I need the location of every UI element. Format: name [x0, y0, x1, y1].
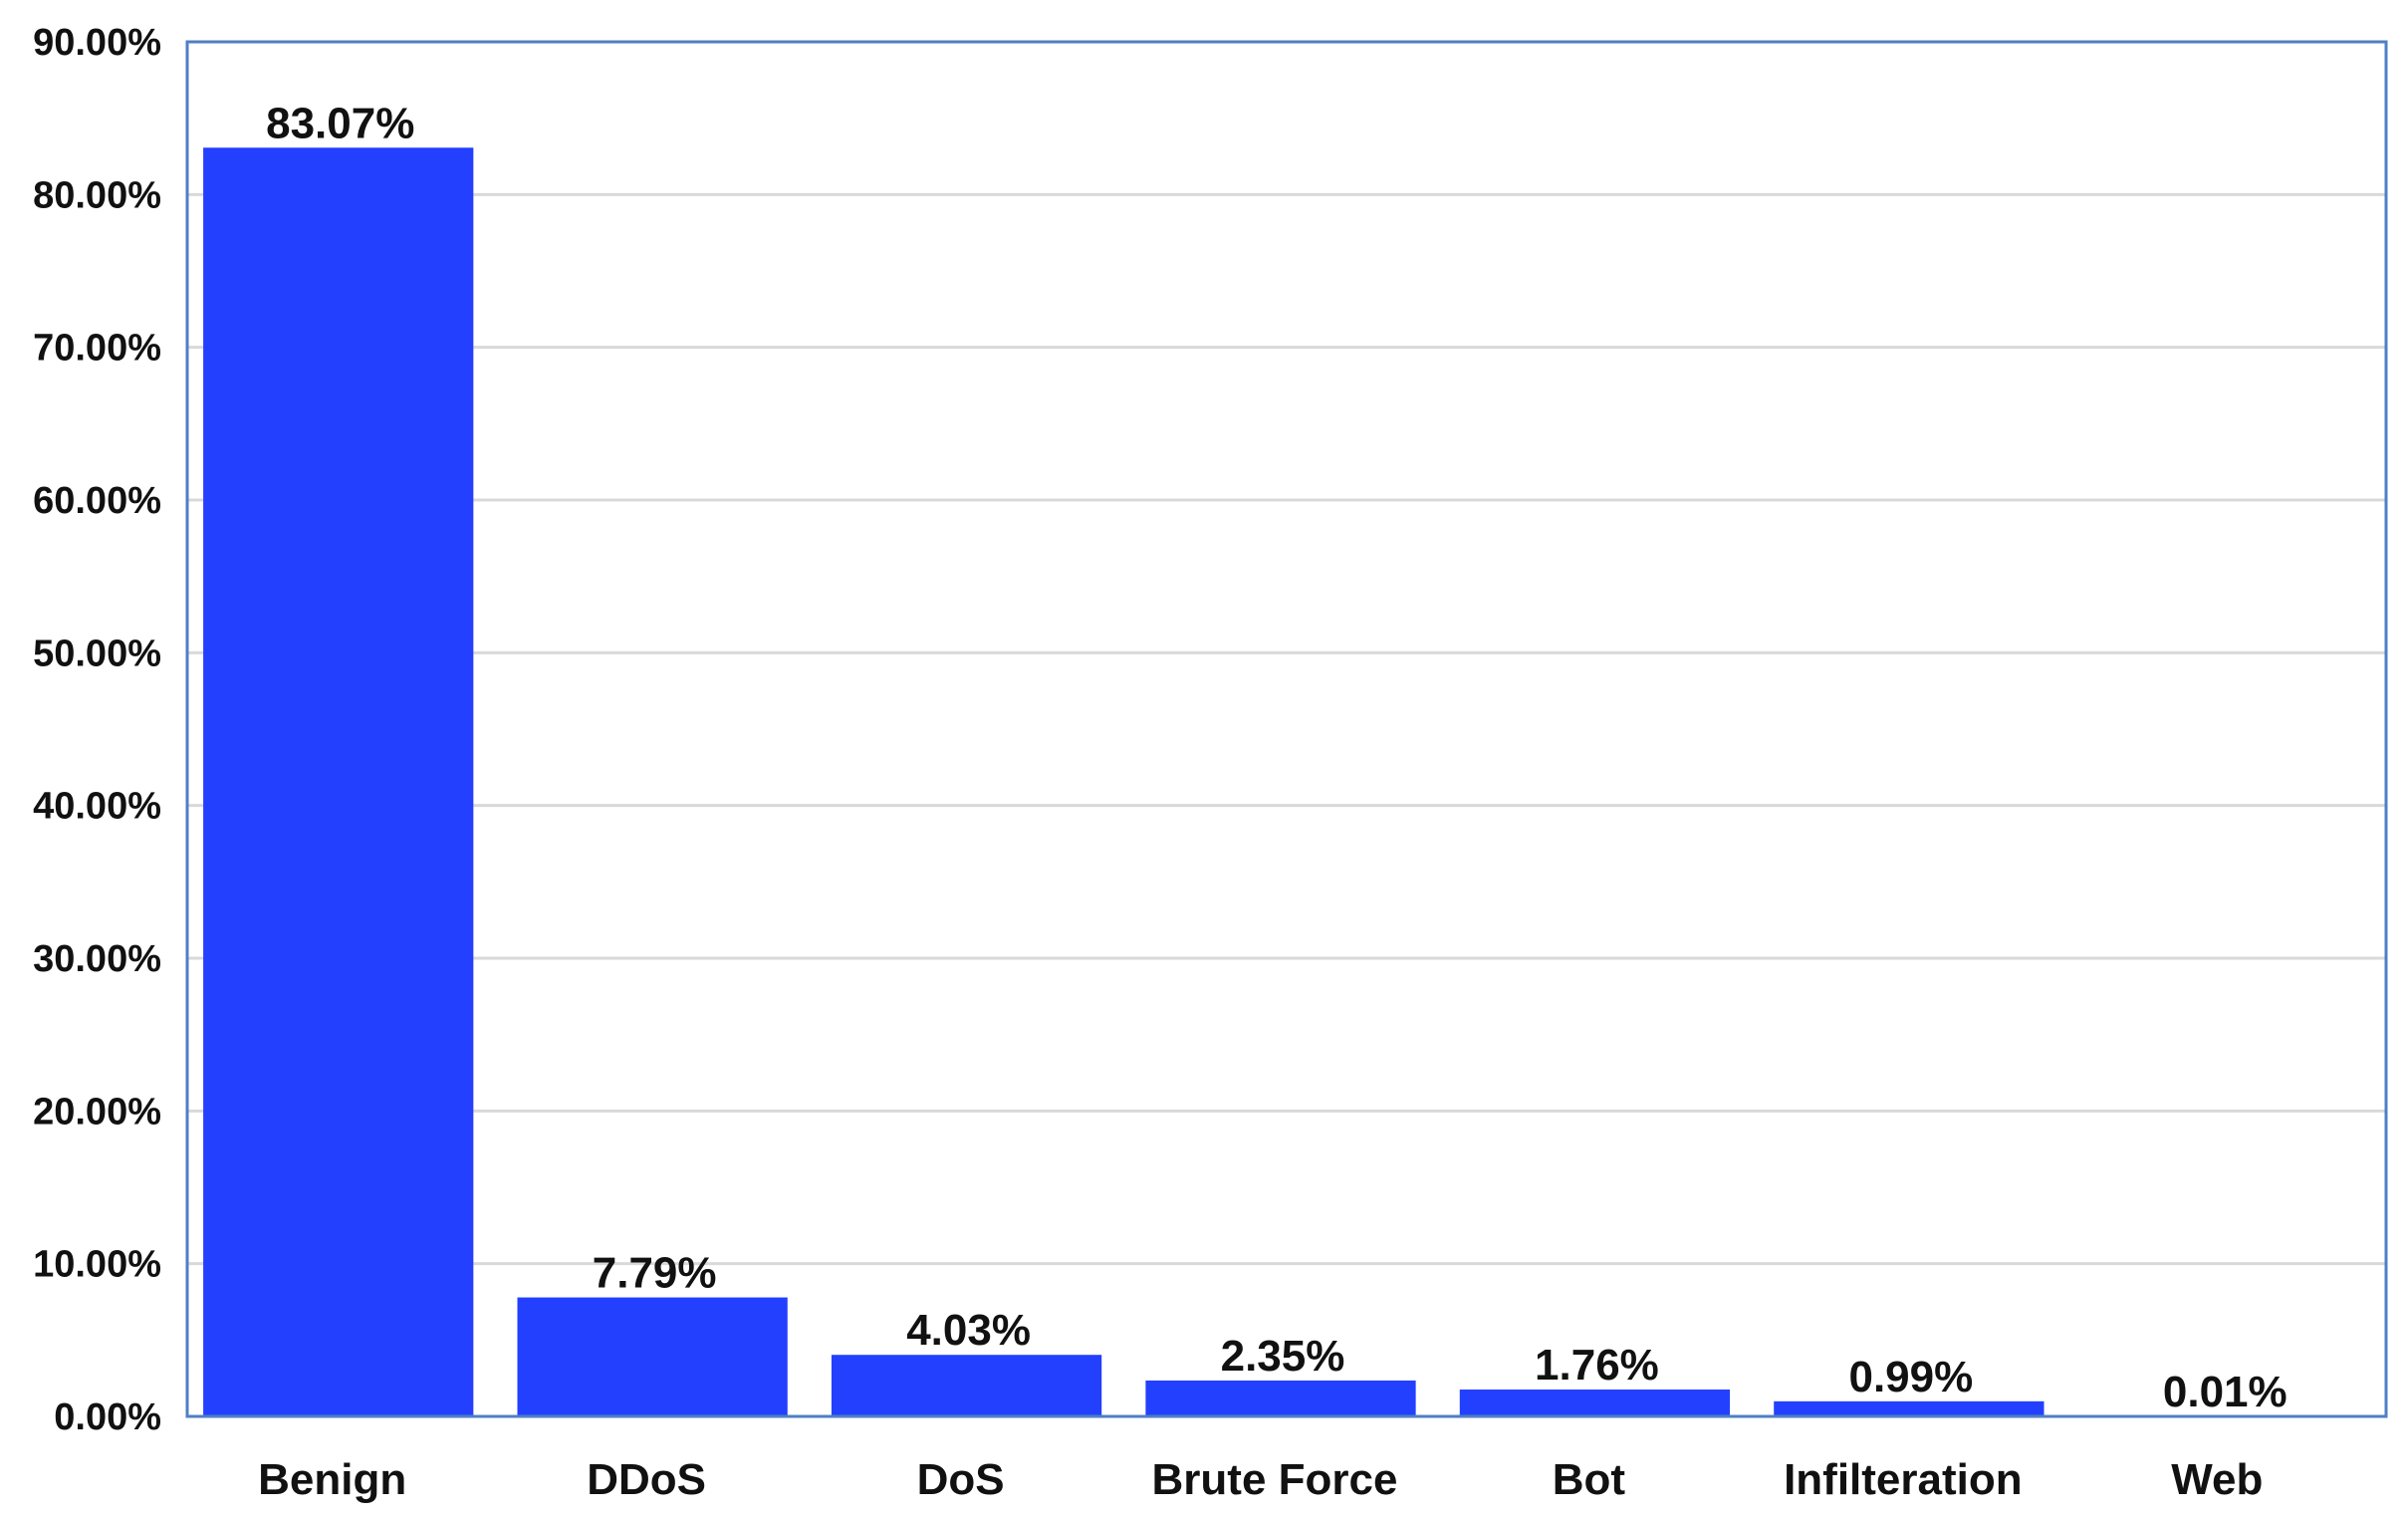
- x-category-label: Brute Force: [1152, 1455, 1398, 1504]
- y-tick-label: 10.00%: [33, 1244, 161, 1286]
- bar-benign: [203, 147, 473, 1416]
- x-category-label: Benign: [258, 1455, 406, 1504]
- x-category-label: DoS: [917, 1455, 1005, 1504]
- y-axis-ticks: 0.00% 10.00% 20.00% 30.00% 40.00% 50.00% 60.00…: [33, 22, 161, 1438]
- bar-infilteration: [1774, 1401, 2044, 1416]
- data-label: 7.79%: [593, 1249, 717, 1298]
- data-label: 0.01%: [2163, 1368, 2288, 1416]
- bars: [203, 147, 2358, 1416]
- bar-ddos: [518, 1298, 788, 1416]
- x-axis-categories: Benign DDoS DoS Brute Force Bot Infilteration…: [258, 1455, 2263, 1504]
- y-tick-label: 60.00%: [33, 480, 161, 522]
- y-tick-label: 70.00%: [33, 328, 161, 370]
- bar-dos: [832, 1355, 1101, 1416]
- data-labels: 83.07% 7.79% 4.03% 2.35% 1.76% 0.99% 0.01%: [266, 99, 2288, 1416]
- data-label: 4.03%: [906, 1306, 1031, 1355]
- y-tick-label: 20.00%: [33, 1091, 161, 1133]
- bar-brute-force: [1145, 1381, 1415, 1416]
- y-tick-label: 0.00%: [54, 1396, 161, 1438]
- data-label: 0.99%: [1848, 1353, 1973, 1401]
- x-category-label: Web: [2171, 1455, 2263, 1504]
- y-tick-label: 90.00%: [33, 22, 161, 64]
- y-tick-label: 50.00%: [33, 633, 161, 674]
- data-label: 83.07%: [266, 99, 414, 147]
- gridlines: [187, 194, 2386, 1263]
- x-category-label: DDoS: [587, 1455, 706, 1504]
- x-category-label: Bot: [1553, 1455, 1626, 1504]
- y-tick-label: 80.00%: [33, 174, 161, 216]
- x-category-label: Infilteration: [1784, 1455, 2023, 1504]
- plot-frame: [187, 42, 2386, 1416]
- bar-bot: [1460, 1390, 1730, 1416]
- y-tick-label: 30.00%: [33, 938, 161, 980]
- data-label: 2.35%: [1221, 1332, 1345, 1381]
- y-tick-label: 40.00%: [33, 786, 161, 828]
- data-label: 1.76%: [1535, 1341, 1659, 1390]
